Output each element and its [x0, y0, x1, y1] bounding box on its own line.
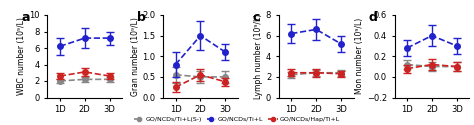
Y-axis label: Gran number (10⁹/L): Gran number (10⁹/L): [131, 17, 139, 96]
Text: a: a: [21, 11, 30, 24]
Text: b: b: [137, 11, 146, 24]
Legend: GO/NCDs/Ti+L(S-), GO/NCDs/Ti+L, GO/NCDs/Hap/Ti+L: GO/NCDs/Ti+L(S-), GO/NCDs/Ti+L, GO/NCDs/…: [132, 114, 342, 124]
Text: c: c: [253, 11, 260, 24]
Y-axis label: Mon number (10⁹/L): Mon number (10⁹/L): [355, 18, 364, 94]
Text: d: d: [368, 11, 377, 24]
Y-axis label: WBC number (10⁹/L): WBC number (10⁹/L): [18, 17, 27, 95]
Y-axis label: Lymph number (10⁹/L): Lymph number (10⁹/L): [254, 14, 263, 99]
